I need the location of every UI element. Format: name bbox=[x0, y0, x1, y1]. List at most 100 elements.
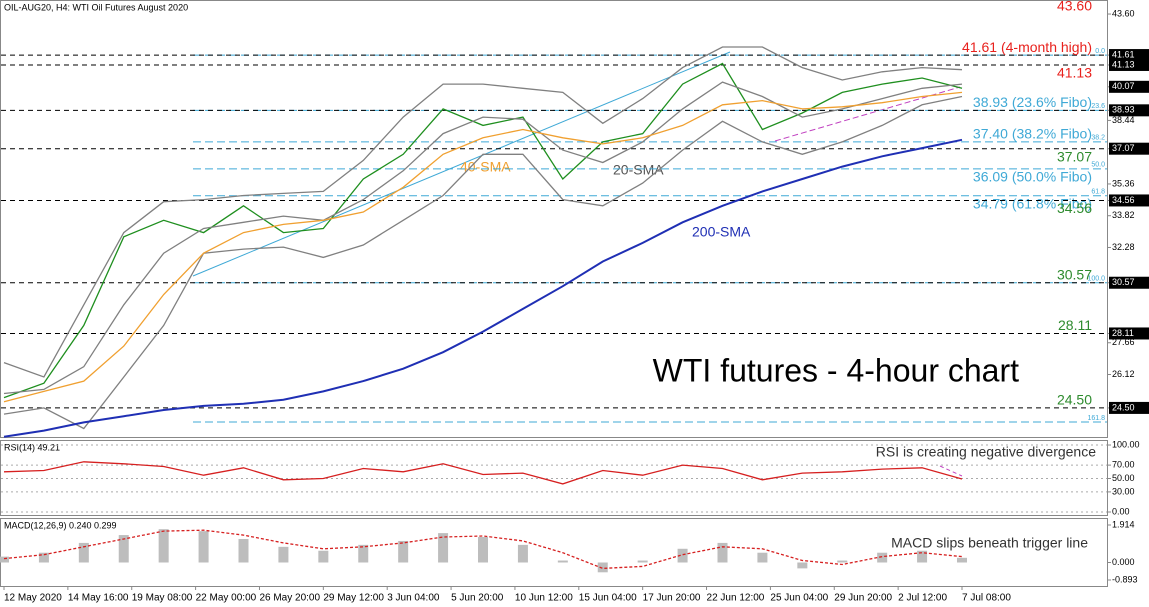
y-tick-box bbox=[1109, 49, 1149, 62]
level-label: 28.11 bbox=[1058, 317, 1092, 333]
x-tick-label: 26 May 20:00 bbox=[259, 593, 320, 604]
histogram-bar bbox=[517, 544, 528, 563]
histogram-bar bbox=[198, 531, 209, 563]
series-line bbox=[3, 81, 963, 395]
y-tick-label: 30.57 bbox=[1112, 277, 1135, 287]
trend-line bbox=[774, 86, 961, 142]
rsi-panel bbox=[0, 440, 1108, 516]
y-tick-box bbox=[1109, 104, 1149, 117]
x-tick-label: 2 Jul 12:00 bbox=[898, 593, 947, 604]
fibo-label: 38.2 bbox=[1091, 135, 1105, 142]
series-line bbox=[3, 529, 963, 570]
x-tick-label: 7 Jul 08:00 bbox=[962, 593, 1011, 604]
series-line bbox=[3, 138, 963, 438]
y-tick-label: 27.66 bbox=[1112, 337, 1135, 347]
divergence-line bbox=[939, 465, 963, 477]
y-tick-label: 41.61 bbox=[1112, 49, 1135, 59]
x-tick-label: 29 May 12:00 bbox=[323, 593, 384, 604]
histogram-bar bbox=[318, 550, 329, 563]
fibo-label: 161.8 bbox=[1087, 415, 1105, 422]
y-tick-label: 50.00 bbox=[1112, 473, 1135, 483]
histogram-bar bbox=[677, 548, 688, 563]
y-tick-label: 1.914 bbox=[1112, 519, 1135, 529]
macd-panel bbox=[0, 518, 1108, 587]
y-tick-box bbox=[1109, 276, 1149, 289]
y-tick-label: 41.13 bbox=[1112, 59, 1135, 69]
x-tick-label: 3 Jun 04:00 bbox=[387, 593, 440, 604]
fibo-label: 0.0 bbox=[1095, 48, 1105, 55]
y-tick-label: 30.00 bbox=[1112, 486, 1135, 496]
histogram-bar bbox=[238, 538, 249, 563]
y-tick-label: 33.82 bbox=[1112, 210, 1135, 220]
y-tick-label: 38.44 bbox=[1112, 115, 1135, 125]
x-tick-label: 22 May 00:00 bbox=[196, 593, 257, 604]
fibo-label: 61.8 bbox=[1091, 189, 1105, 196]
y-tick-box bbox=[1109, 142, 1149, 155]
x-tick-label: 5 Jun 20:00 bbox=[451, 593, 504, 604]
histogram-bar bbox=[438, 533, 449, 563]
series-line bbox=[3, 461, 963, 485]
histogram-bar bbox=[597, 562, 608, 573]
trend-line bbox=[192, 51, 731, 277]
level-label: 43.60 bbox=[1057, 0, 1092, 14]
histogram-bar bbox=[757, 552, 768, 563]
rsi-annotation: RSI is creating negative divergence bbox=[876, 444, 1096, 460]
histogram-bar bbox=[957, 557, 967, 563]
series-line bbox=[3, 95, 963, 430]
histogram-bar bbox=[358, 544, 369, 563]
level-label: 30.57 bbox=[1057, 266, 1092, 282]
level-label: 38.93 (23.6% Fibo) bbox=[973, 94, 1092, 110]
chart-title: WTI futures - 4-hour chart bbox=[653, 352, 1019, 388]
y-tick-label: 32.28 bbox=[1112, 242, 1135, 252]
histogram-bar bbox=[398, 540, 409, 563]
macd-annotation: MACD slips beneath trigger line bbox=[891, 535, 1088, 551]
level-label: 34.56 bbox=[1057, 200, 1092, 216]
histogram-bar bbox=[797, 562, 808, 569]
y-tick-label: 40.07 bbox=[1112, 81, 1135, 91]
y-tick-label: 100.00 bbox=[1112, 439, 1140, 449]
y-tick-label: 38.93 bbox=[1112, 105, 1135, 115]
sma-label: 20-SMA bbox=[613, 162, 664, 178]
y-tick-label: 0.00 bbox=[1112, 506, 1130, 516]
x-tick-label: 15 Jun 04:00 bbox=[579, 593, 637, 604]
series-line bbox=[3, 62, 963, 399]
histogram-bar bbox=[917, 550, 928, 563]
histogram-bar bbox=[717, 542, 728, 563]
level-label: 41.61 (4-month high) bbox=[962, 39, 1092, 55]
x-tick-label: 17 Jun 20:00 bbox=[643, 593, 701, 604]
histogram-bar bbox=[0, 556, 9, 563]
histogram-bar bbox=[118, 535, 129, 563]
y-tick-label: 70.00 bbox=[1112, 459, 1135, 469]
series-line bbox=[3, 46, 963, 378]
level-label: 36.09 (50.0% Fibo) bbox=[973, 169, 1092, 185]
level-label: 34.79 (61.8% Fibo) bbox=[973, 195, 1092, 211]
x-tick-label: 10 Jun 12:00 bbox=[515, 593, 573, 604]
histogram-bar bbox=[637, 560, 648, 563]
histogram-bar bbox=[478, 537, 488, 563]
y-tick-label: 43.60 bbox=[1112, 8, 1135, 18]
macd-title: MACD(12,26,9) 0.240 0.299 bbox=[4, 520, 117, 530]
histogram-bar bbox=[78, 542, 89, 563]
price-panel bbox=[0, 0, 1108, 438]
y-tick-label: 0.000 bbox=[1112, 557, 1135, 567]
x-tick-label: 29 Jun 20:00 bbox=[834, 593, 892, 604]
header-title: OIL-AUG20, H4: WTI Oil Futures August 20… bbox=[4, 2, 188, 12]
x-tick-label: 14 May 16:00 bbox=[68, 593, 129, 604]
y-tick-label: 24.50 bbox=[1112, 402, 1135, 412]
rsi-title: RSI(14) 49.21 bbox=[4, 442, 60, 452]
level-label: 37.40 (38.2% Fibo) bbox=[973, 126, 1092, 142]
y-tick-label: 28.11 bbox=[1112, 328, 1134, 338]
fibo-label: 23.6 bbox=[1091, 103, 1105, 110]
y-tick-box bbox=[1109, 80, 1149, 93]
histogram-bar bbox=[877, 552, 888, 563]
histogram-bar bbox=[278, 546, 289, 563]
level-label: 41.13 bbox=[1057, 65, 1092, 81]
histogram-bar bbox=[158, 529, 169, 563]
sma-label: 40-SMA bbox=[460, 159, 511, 175]
y-tick-box bbox=[1109, 194, 1149, 207]
x-tick-label: 12 May 2020 bbox=[4, 593, 62, 604]
histogram-bar bbox=[837, 560, 848, 563]
fibo-label: 100.0 bbox=[1087, 276, 1105, 283]
